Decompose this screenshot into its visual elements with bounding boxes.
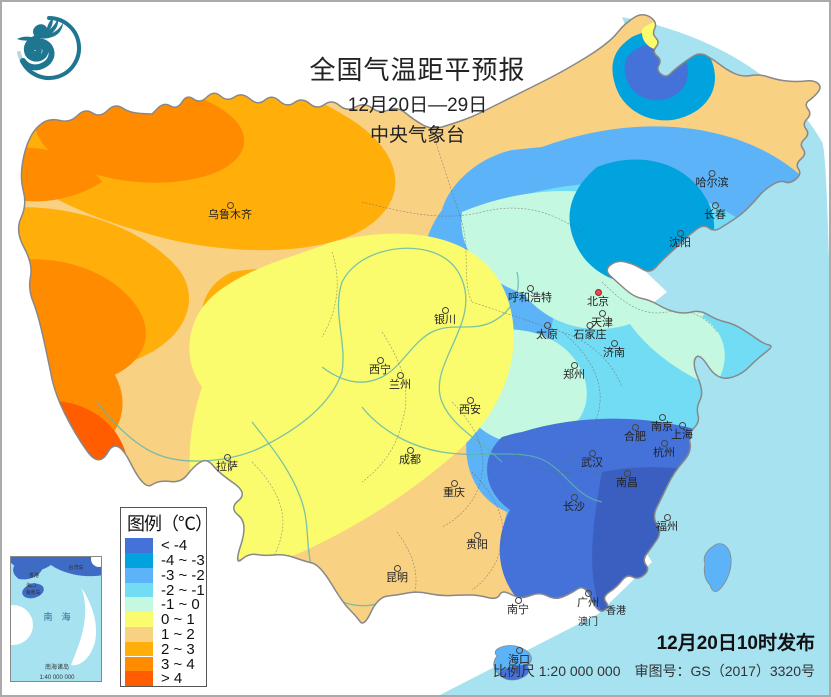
svg-text:南海诸岛: 南海诸岛 [45,663,69,671]
svg-text:南 海: 南 海 [43,611,70,622]
svg-text:海口: 海口 [26,582,36,589]
svg-text:海南岛: 海南岛 [25,589,40,596]
svg-text:台湾岛: 台湾岛 [68,564,83,571]
svg-text:香港: 香港 [29,572,39,579]
svg-text:1:40 000 000: 1:40 000 000 [39,675,75,681]
